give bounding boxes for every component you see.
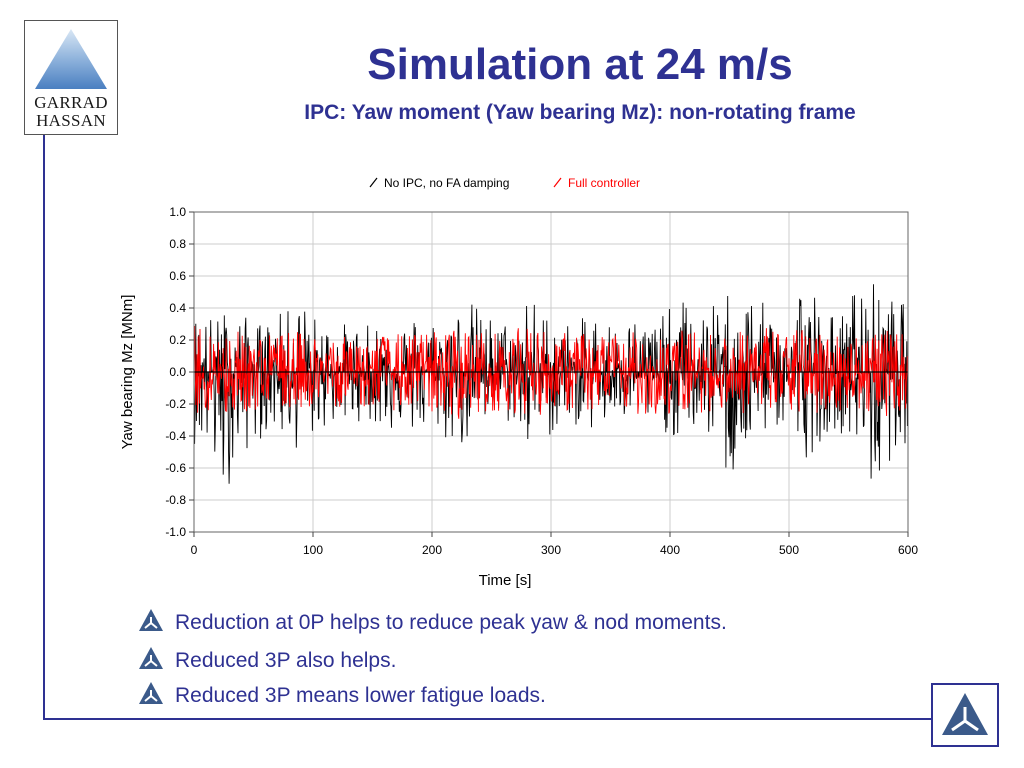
chart-ticks: 0 100 200 300 400 500 600 1.0 0.8 0.6 0.4 0.2 0.0 -0.… (165, 205, 918, 557)
y-tick-label: -0.2 (165, 397, 186, 411)
chart-legend: No IPC, no FA damping Full controller (369, 176, 640, 190)
logo-line-2: HASSAN (36, 111, 106, 130)
y-tick-label: -0.6 (165, 461, 186, 475)
company-logo: GARRAD HASSAN (24, 20, 118, 135)
bullet-text: Reduced 3P means lower fatigue loads. (175, 684, 546, 707)
legend-label: Full controller (568, 176, 640, 190)
legend-swatch (553, 177, 562, 188)
x-tick-label: 500 (779, 543, 799, 557)
legend-entry: No IPC, no FA damping (369, 176, 509, 190)
triangle-logo-icon (942, 693, 988, 735)
logo-line-1: GARRAD (34, 93, 108, 112)
y-tick-label: 0.2 (169, 333, 186, 347)
x-tick-label: 600 (898, 543, 918, 557)
x-tick-label: 200 (422, 543, 442, 557)
page-title: Simulation at 24 m/s (367, 40, 793, 89)
yaw-moment-chart: 0 100 200 300 400 500 600 1.0 0.8 0.6 0.4 0.2 0.0 -0.… (119, 176, 918, 589)
chart-series-layer (193, 284, 909, 484)
y-tick-label: -0.4 (165, 429, 186, 443)
x-tick-label: 100 (303, 543, 323, 557)
y-tick-label: 0.0 (169, 365, 186, 379)
bullet-text: Reduction at 0P helps to reduce peak yaw… (175, 611, 727, 634)
series-line-2 (193, 325, 909, 419)
y-tick-label: 1.0 (169, 205, 186, 219)
y-tick-label: 0.4 (169, 301, 186, 315)
y-tick-label: -0.8 (165, 493, 186, 507)
frame-vertical-rule (43, 130, 45, 720)
triangle-bullet-icon (139, 609, 163, 631)
x-tick-label: 0 (191, 543, 198, 557)
y-axis-label: Yaw bearing Mz [MNm] (119, 295, 136, 450)
x-tick-label: 300 (541, 543, 561, 557)
y-tick-label: 0.6 (169, 269, 186, 283)
legend-swatch (369, 177, 378, 188)
x-tick-label: 400 (660, 543, 680, 557)
triangle-bullet-icon (139, 647, 163, 669)
y-tick-label: 0.8 (169, 237, 186, 251)
frame-horizontal-rule (43, 718, 933, 720)
logo-triangle-icon (35, 29, 107, 89)
x-axis-label: Time [s] (479, 572, 532, 589)
triangle-bullet-icon (139, 682, 163, 704)
legend-label: No IPC, no FA damping (384, 176, 509, 190)
y-tick-label: -1.0 (165, 525, 186, 539)
legend-entry: Full controller (553, 176, 640, 190)
bullet-text: Reduced 3P also helps. (175, 649, 397, 672)
page-subtitle: IPC: Yaw moment (Yaw bearing Mz): non-ro… (304, 101, 856, 124)
corner-logo-box (931, 683, 999, 747)
